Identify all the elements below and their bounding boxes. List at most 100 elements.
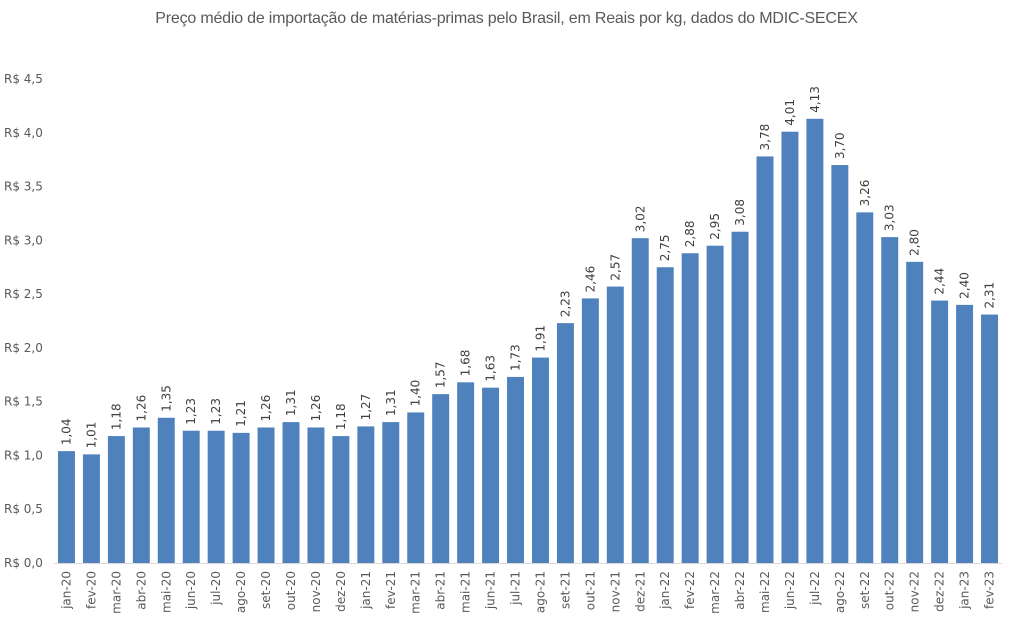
bar (781, 131, 799, 563)
data-label: 1,40 (409, 380, 423, 407)
bar (457, 382, 475, 563)
y-axis: R$ 0,0 R$ 0,5 R$ 1,0 R$ 1,5 R$ 2,0 R$ 2,5 R$ 3… (4, 72, 43, 570)
x-tick-label: fev-21 (384, 571, 398, 609)
y-tick-label: R$ 4,5 (4, 72, 43, 86)
data-label: 1,23 (209, 398, 223, 425)
data-label: 2,95 (708, 213, 722, 240)
data-label: 1,57 (434, 361, 448, 388)
bar (432, 394, 450, 563)
data-label: 3,03 (883, 204, 897, 231)
data-label: 1,01 (84, 422, 98, 449)
data-label: 2,80 (908, 229, 922, 256)
x-tick-label: jun-21 (484, 571, 498, 610)
data-label: 1,04 (59, 418, 73, 445)
x-tick-label: ago-20 (234, 571, 248, 613)
data-label: 1,26 (259, 395, 273, 422)
x-tick-label: nov-20 (309, 571, 323, 612)
data-label: 1,31 (384, 389, 398, 416)
bar (182, 430, 200, 563)
bar (232, 432, 250, 563)
bar (981, 314, 998, 563)
bar (157, 417, 175, 563)
x-tick-label: jul-21 (509, 571, 523, 606)
data-label: 1,18 (334, 403, 348, 430)
data-label: 4,13 (808, 86, 822, 113)
x-tick-label: set-20 (259, 571, 273, 609)
bar (956, 304, 974, 563)
data-label: 3,78 (758, 124, 772, 151)
data-label: 1,26 (134, 395, 148, 422)
bar (382, 422, 400, 563)
x-tick-label: abr-21 (434, 571, 448, 610)
x-tick-label: nov-21 (608, 571, 622, 612)
bar (731, 231, 749, 564)
y-tick-label: R$ 3,5 (4, 180, 43, 194)
data-labels: 1,04 1,01 1,18 1,26 1,35 1,23 1,23 1,21 1,26 1,31… (59, 86, 996, 448)
bar (681, 253, 699, 564)
y-tick-label: R$ 2,5 (4, 287, 43, 301)
data-label: 2,88 (683, 221, 697, 248)
bar (357, 426, 375, 563)
x-tick-label: jul-20 (209, 571, 223, 606)
data-label: 3,26 (858, 180, 872, 207)
x-tick-label: nov-22 (908, 571, 922, 612)
x-tick-label: ago-22 (833, 571, 847, 613)
bar (257, 427, 275, 563)
bar (931, 300, 949, 563)
y-tick-label: R$ 0,5 (4, 502, 43, 516)
bar (57, 451, 75, 563)
x-tick-label: set-22 (858, 571, 872, 609)
data-label: 4,01 (783, 99, 797, 126)
data-label: 1,73 (509, 344, 523, 371)
x-tick-label: abr-20 (134, 571, 148, 610)
x-tick-label: set-21 (558, 571, 572, 609)
bar (881, 237, 899, 564)
x-tick-label: jan-21 (359, 571, 373, 610)
x-tick-label: jan-22 (658, 571, 672, 610)
data-label: 3,70 (833, 132, 847, 159)
bars (57, 118, 998, 564)
data-label: 1,31 (284, 389, 298, 416)
y-tick-label: R$ 0,0 (4, 556, 43, 570)
x-axis: jan-20 fev-20 mar-20 abr-20 mai-20 jun-20 jul-… (59, 571, 996, 614)
data-label: 1,68 (459, 350, 473, 377)
bar (656, 267, 674, 563)
x-tick-label: fev-20 (84, 571, 98, 609)
x-tick-label: mar-22 (708, 571, 722, 614)
data-label: 1,27 (359, 394, 373, 421)
x-tick-label: jan-23 (958, 571, 972, 610)
data-label: 1,26 (309, 395, 323, 422)
chart-title: Preço médio de importação de matérias-pr… (155, 10, 858, 27)
x-tick-label: mai-21 (459, 571, 473, 613)
x-tick-label: jun-22 (783, 571, 797, 610)
data-label: 3,08 (733, 199, 747, 226)
bar (556, 323, 574, 563)
bar (482, 387, 500, 563)
data-label: 1,35 (159, 385, 173, 412)
bar (906, 261, 924, 563)
bar (332, 436, 350, 563)
bar (507, 376, 524, 563)
x-tick-label: out-22 (883, 571, 897, 610)
bar (107, 436, 125, 563)
data-label: 1,91 (533, 325, 547, 352)
data-label: 2,40 (958, 272, 972, 299)
bar (856, 212, 874, 563)
x-tick-label: mar-20 (109, 571, 123, 614)
bar (531, 357, 549, 563)
data-label: 2,31 (983, 282, 997, 309)
x-tick-label: out-21 (583, 571, 597, 610)
x-tick-label: out-20 (284, 571, 298, 610)
y-tick-label: R$ 4,0 (4, 126, 43, 140)
x-tick-label: fev-22 (683, 571, 697, 609)
bar (581, 298, 599, 563)
data-label: 3,02 (633, 205, 647, 232)
data-label: 2,46 (583, 266, 597, 293)
y-tick-label: R$ 3,0 (4, 233, 43, 247)
y-tick-label: R$ 1,0 (4, 448, 43, 462)
x-tick-label: mar-21 (409, 571, 423, 614)
x-tick-label: dez-22 (933, 571, 947, 612)
bar (132, 427, 150, 563)
x-tick-label: fev-23 (983, 571, 997, 609)
bar (606, 286, 624, 563)
